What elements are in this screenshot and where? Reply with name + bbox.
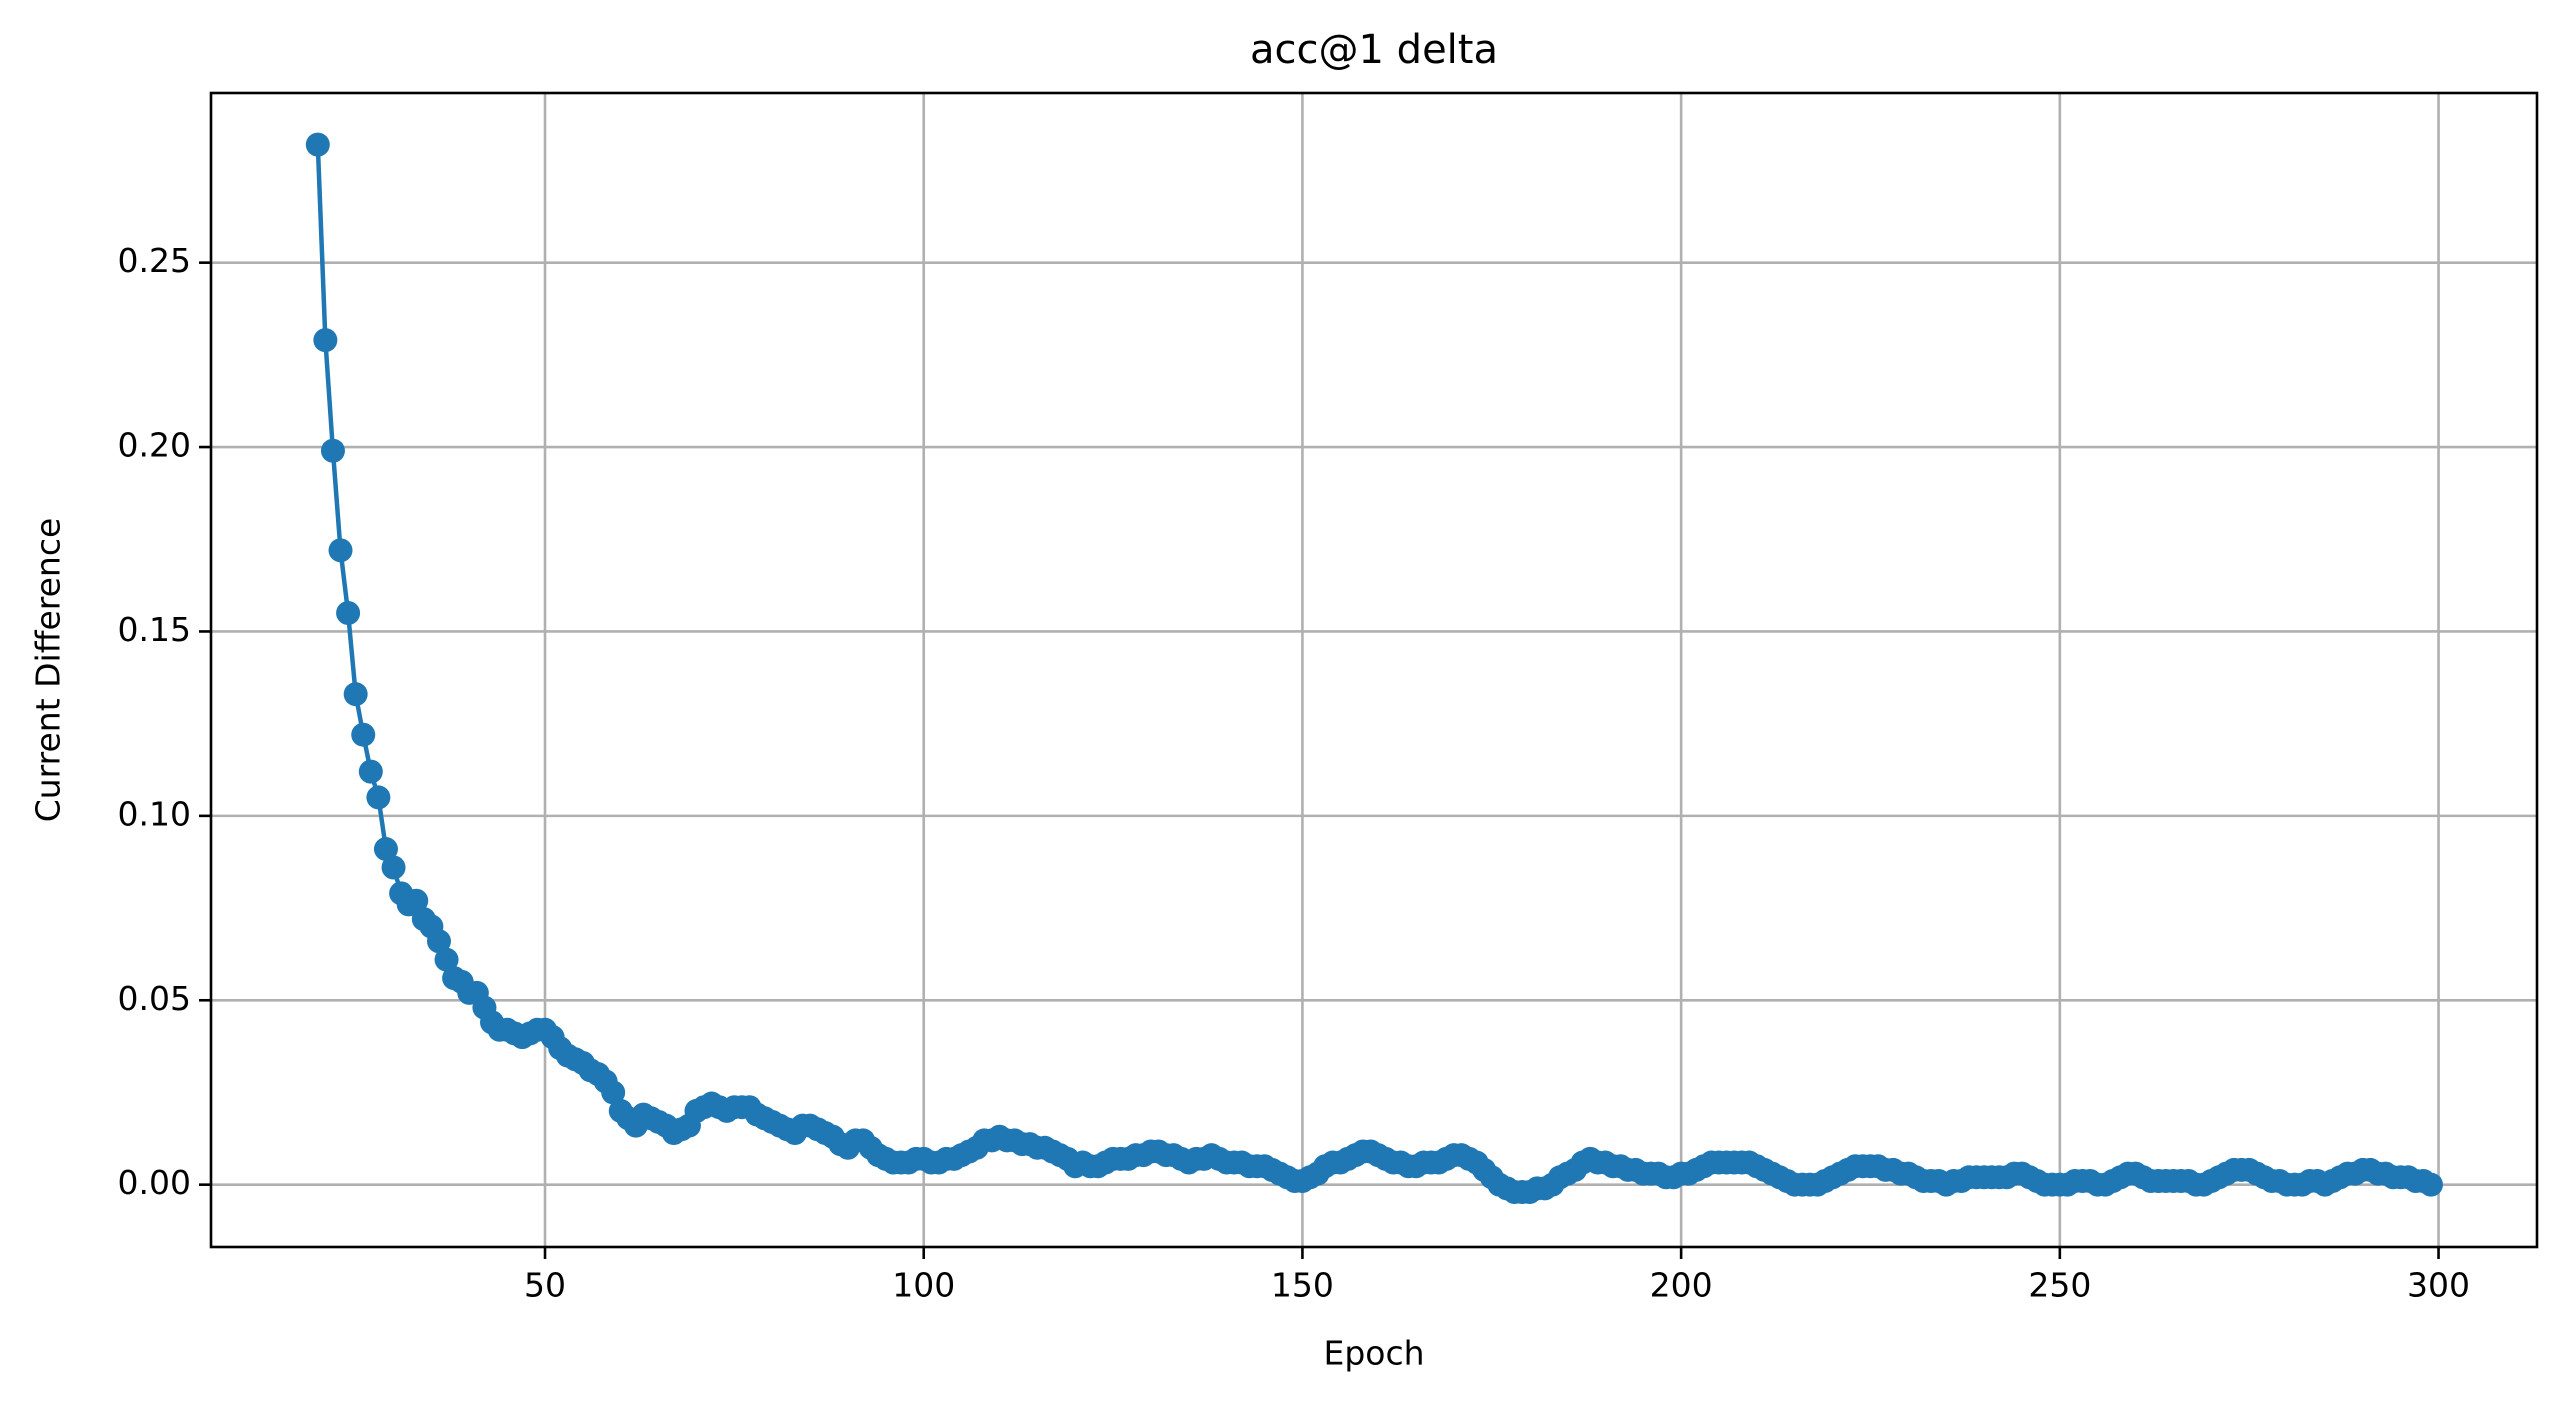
plot-frame <box>209 91 2539 1249</box>
point <box>343 682 368 707</box>
point <box>358 759 383 784</box>
point <box>434 947 459 972</box>
point <box>336 601 361 626</box>
point <box>351 722 376 747</box>
y-axis-label: Current Difference <box>29 518 68 823</box>
point <box>426 929 451 954</box>
x-tick-label: 200 <box>1650 1266 1713 1305</box>
point <box>320 438 345 463</box>
point <box>313 328 338 353</box>
point <box>381 855 406 880</box>
x-tick-label: 150 <box>1271 1266 1334 1305</box>
y-tick-label: 0.05 <box>118 979 191 1018</box>
y-tick-label: 0.25 <box>118 241 191 280</box>
point <box>305 132 330 157</box>
y-tick-label: 0.20 <box>118 426 191 465</box>
point <box>601 1080 626 1105</box>
x-axis-label: Epoch <box>1323 1334 1424 1373</box>
x-tick-label: 250 <box>2028 1266 2091 1305</box>
point <box>328 538 353 563</box>
y-tick-label: 0.15 <box>118 610 191 649</box>
x-tick-label: 300 <box>2407 1266 2470 1305</box>
y-tick-label: 0.00 <box>118 1163 191 1202</box>
point <box>404 888 429 913</box>
chart-title: acc@1 delta <box>1250 27 1498 73</box>
point <box>373 837 398 862</box>
point <box>366 785 391 810</box>
x-tick-label: 50 <box>524 1266 566 1305</box>
x-tick-label: 100 <box>892 1266 955 1305</box>
y-tick-label: 0.10 <box>118 794 191 833</box>
point <box>2418 1172 2443 1197</box>
